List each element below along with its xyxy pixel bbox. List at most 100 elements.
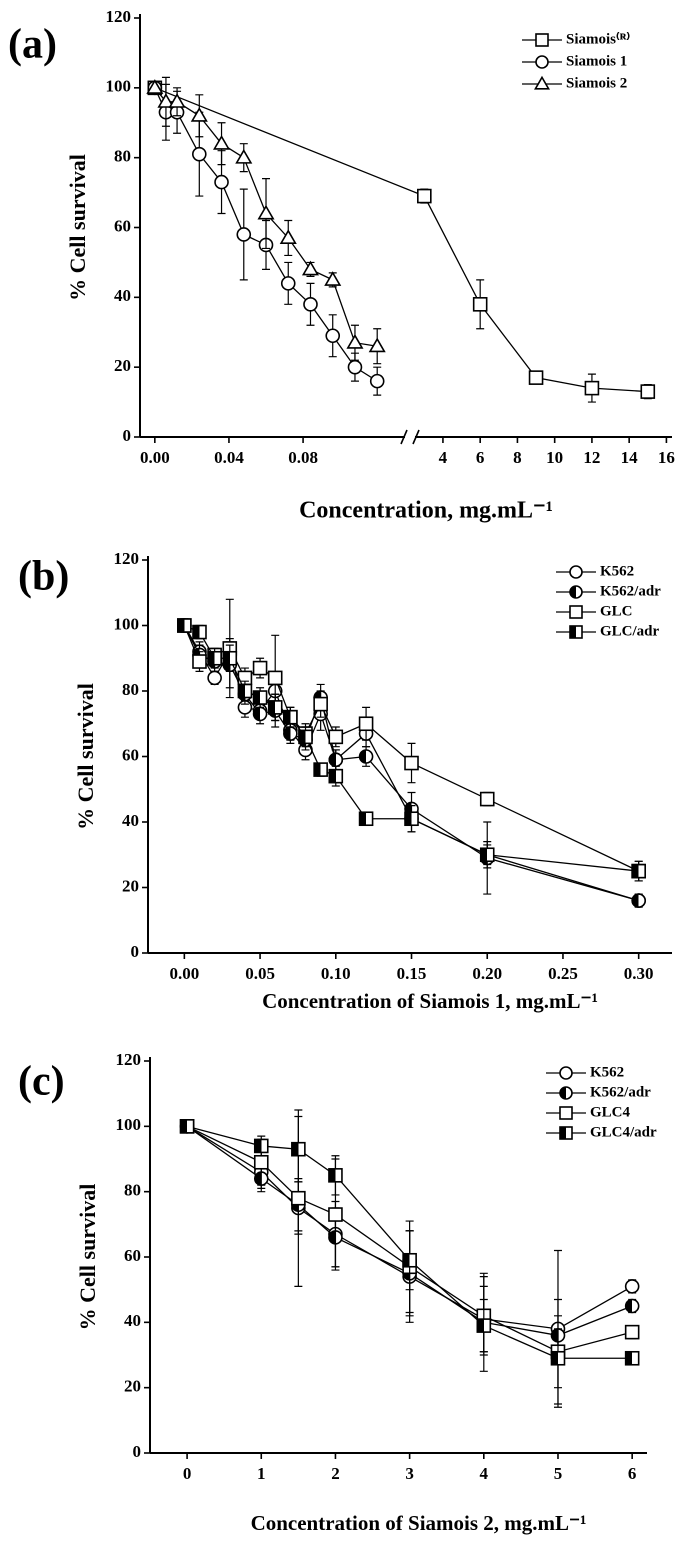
x-tick-label: 0.00 (140, 448, 170, 467)
marker (283, 709, 298, 725)
series-line (154, 87, 648, 393)
y-axis-title: % Cell survival (73, 683, 98, 830)
y-tick-label: 100 (114, 614, 140, 633)
marker (267, 700, 283, 715)
marker (324, 271, 342, 286)
marker (346, 333, 364, 349)
marker (369, 373, 385, 389)
x-tick-label: 0.20 (472, 964, 502, 983)
marker (313, 696, 328, 712)
marker (190, 107, 208, 122)
legend-label: GLC (600, 603, 633, 619)
marker (358, 716, 374, 732)
marker (279, 229, 297, 244)
marker (267, 670, 283, 686)
y-axis-title: % Cell survival (75, 1184, 100, 1331)
marker (368, 337, 386, 353)
marker (358, 811, 374, 827)
x-tick-label: 4 (480, 1464, 489, 1483)
marker (283, 726, 298, 741)
marker (569, 565, 583, 579)
x-tick-label: 8 (513, 448, 522, 467)
marker (303, 297, 318, 312)
marker (328, 729, 344, 745)
marker (535, 55, 549, 69)
marker (257, 204, 275, 220)
marker (535, 33, 549, 47)
x-tick-label: 0.05 (245, 964, 275, 983)
marker (584, 380, 600, 396)
marker (631, 863, 646, 879)
marker (476, 1318, 492, 1333)
y-axis-title: % Cell survival (65, 154, 90, 301)
marker (213, 134, 231, 150)
marker (301, 260, 320, 276)
x-axis-title: Concentration of Siamois 2, mg.mL⁻¹ (251, 1511, 587, 1535)
marker (328, 752, 344, 768)
marker (472, 297, 488, 312)
marker (237, 683, 253, 699)
legend-label: GLC4 (590, 1104, 631, 1120)
marker (631, 893, 646, 908)
y-tick-label: 100 (116, 1115, 142, 1134)
marker (528, 370, 544, 385)
marker (358, 749, 374, 764)
y-tick-label: 20 (124, 1377, 141, 1396)
y-tick-label: 100 (106, 77, 132, 96)
marker (207, 670, 222, 686)
marker (168, 93, 186, 108)
marker (253, 1154, 269, 1170)
y-tick-label: 40 (114, 286, 131, 305)
y-tick-label: 80 (114, 147, 131, 166)
legend-label: GLC/adr (600, 623, 660, 639)
legend-label: K562 (600, 563, 634, 579)
marker (179, 1119, 195, 1134)
marker (479, 847, 495, 863)
x-tick-label: 14 (621, 448, 639, 467)
marker (192, 146, 207, 162)
marker (222, 650, 238, 666)
marker (325, 328, 341, 344)
marker (640, 384, 656, 399)
y-tick-label: 120 (106, 7, 132, 26)
panel-label: (b) (18, 554, 69, 600)
marker (417, 188, 432, 204)
marker (252, 660, 268, 676)
x-tick-label: 0 (183, 1464, 192, 1483)
axis-break (400, 429, 420, 445)
x-tick-label: 0.04 (214, 448, 244, 467)
series-line (186, 1125, 633, 1337)
legend-label: Siamois 1 (566, 53, 627, 69)
marker (404, 755, 419, 771)
marker (313, 762, 328, 777)
x-axis-title: Concentration of Siamois 1, mg.mL⁻¹ (262, 989, 598, 1013)
y-tick-label: 0 (123, 426, 132, 445)
marker (624, 1298, 640, 1314)
marker (624, 1324, 640, 1340)
marker (347, 359, 363, 375)
y-tick-label: 120 (114, 549, 140, 568)
marker (253, 1138, 269, 1154)
marker (291, 1190, 306, 1206)
x-axis-title: Concentration, mg.mL⁻¹ (299, 498, 553, 524)
y-tick-label: 0 (133, 1442, 142, 1461)
y-tick-label: 40 (124, 1311, 141, 1330)
marker (192, 624, 207, 640)
x-tick-label: 0.00 (169, 964, 199, 983)
legend-label: Siamois 2 (566, 75, 627, 91)
y-tick-label: 60 (114, 216, 131, 235)
marker (624, 1279, 640, 1294)
x-tick-label: 12 (583, 448, 600, 467)
marker (252, 706, 268, 722)
marker (177, 618, 192, 633)
marker (404, 811, 419, 827)
marker (157, 93, 175, 108)
marker (214, 174, 229, 190)
marker (207, 650, 222, 666)
legend-label: GLC4/adr (590, 1124, 657, 1140)
legend-label: Siamois⁽ᴿ⁾ (566, 31, 630, 47)
x-tick-label: 0.15 (397, 964, 427, 983)
marker (559, 1066, 573, 1080)
x-tick-label: 0.10 (321, 964, 351, 983)
